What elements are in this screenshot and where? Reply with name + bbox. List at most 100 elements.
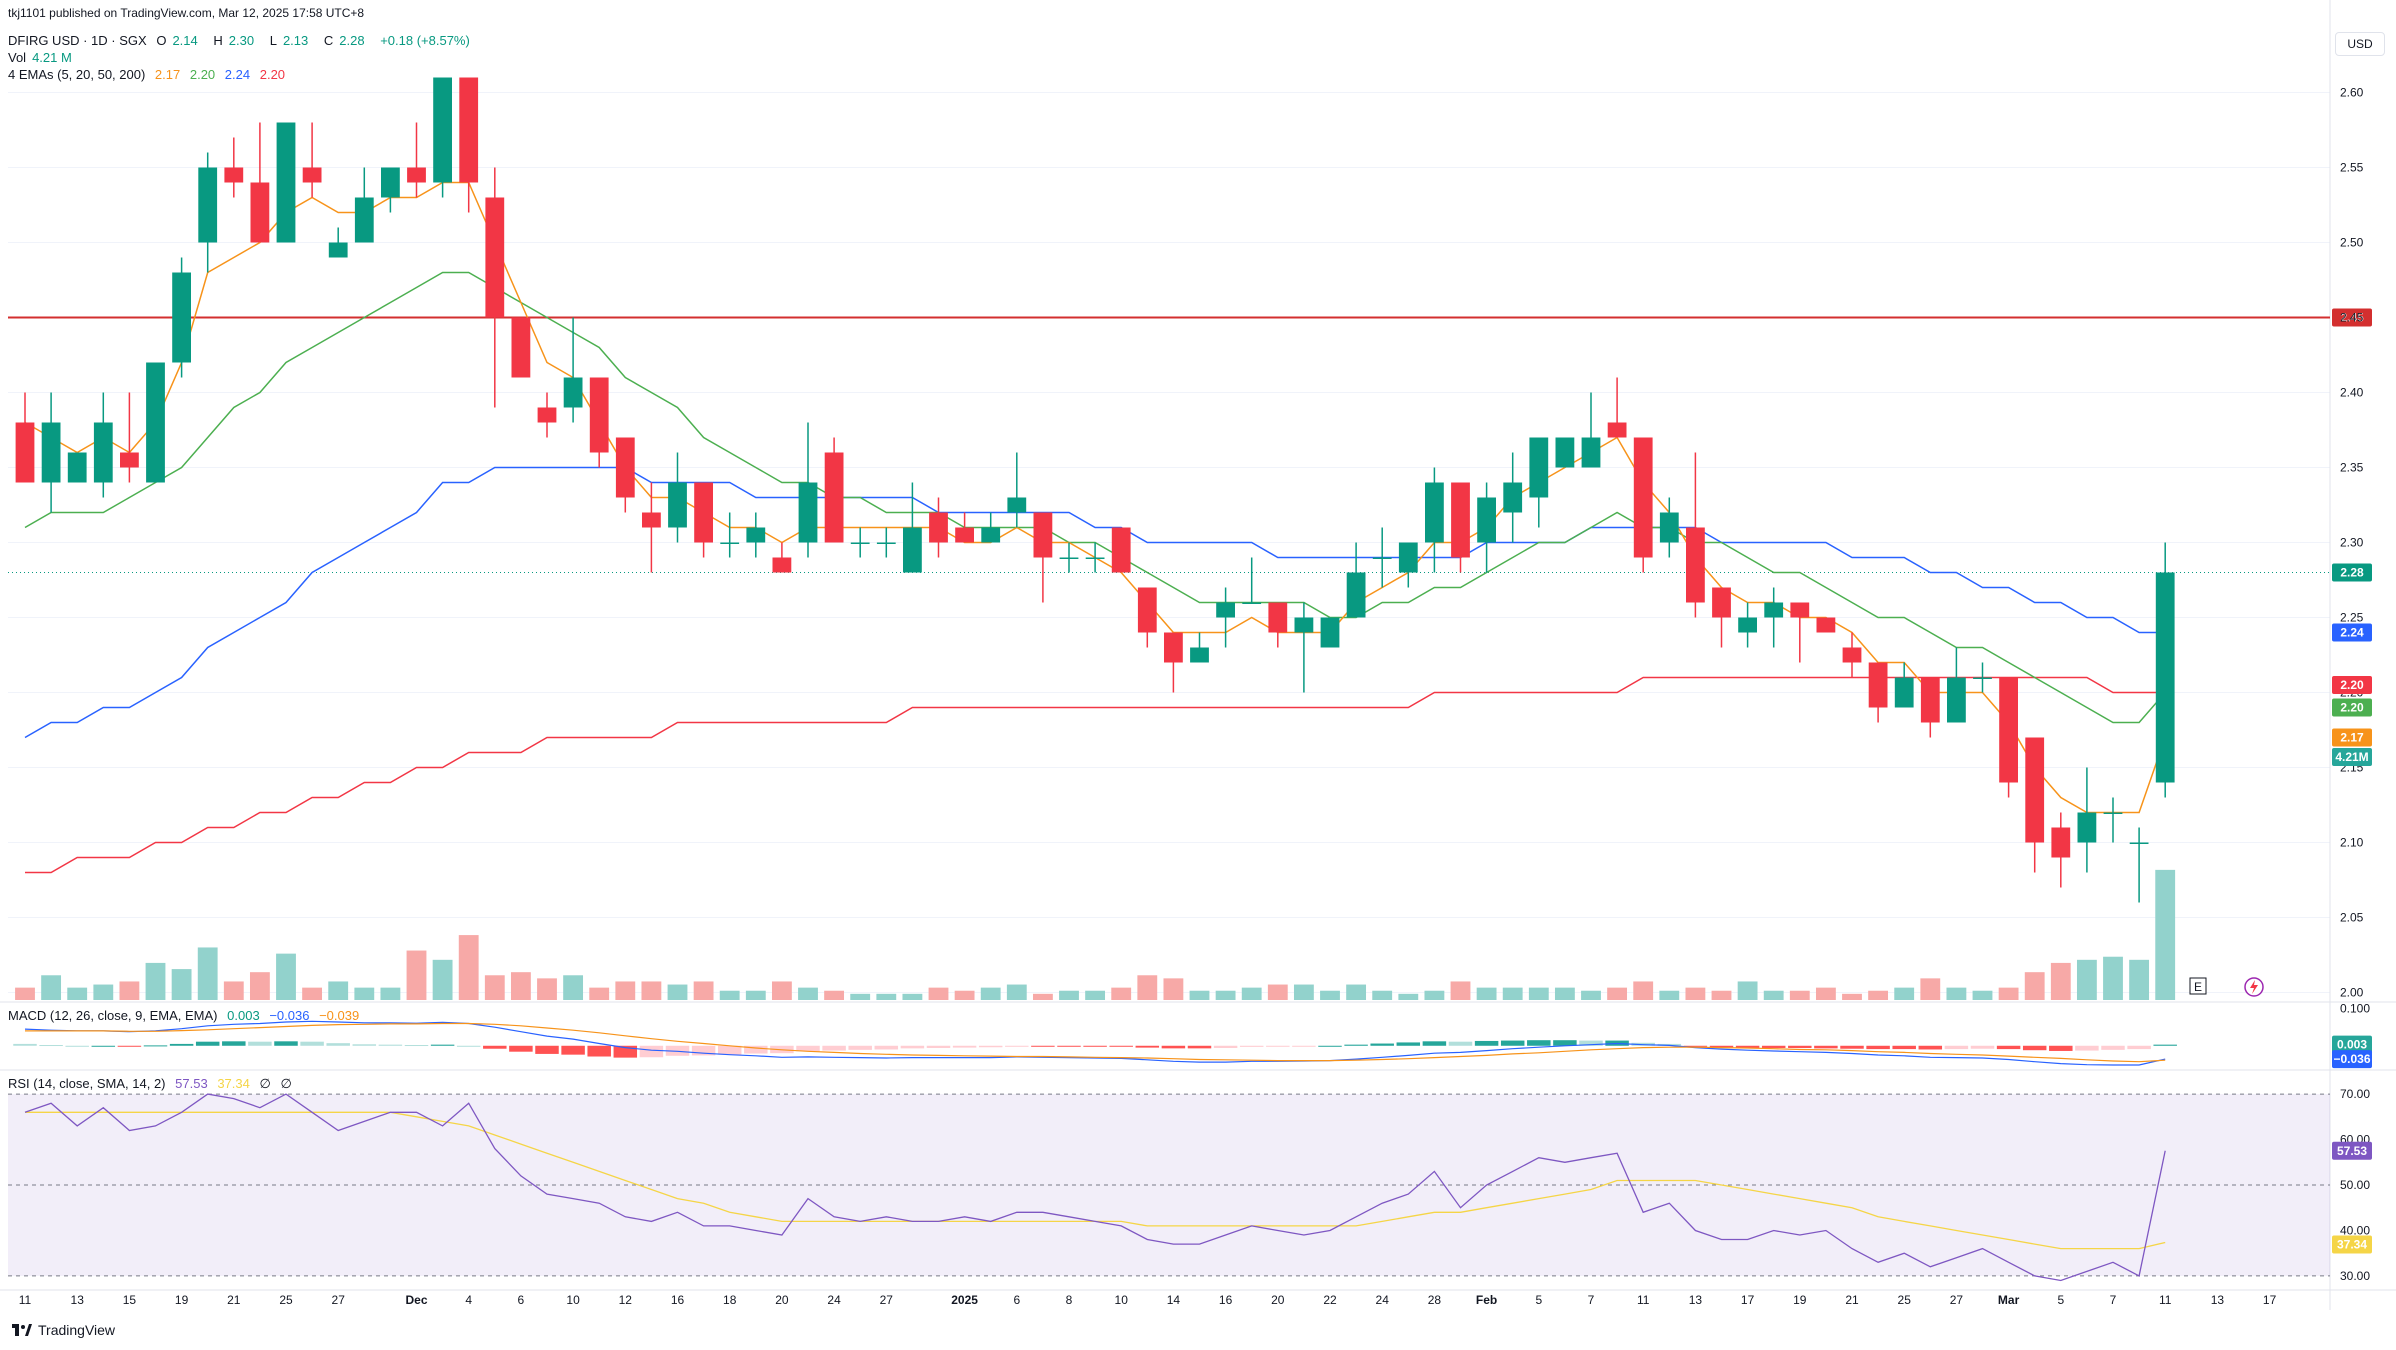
macd-histogram-bar bbox=[326, 1043, 350, 1046]
macd-histogram-bar bbox=[926, 1045, 951, 1048]
time-tick: Feb bbox=[1476, 1293, 1497, 1307]
volume-bar bbox=[641, 981, 662, 1000]
candle-body bbox=[1581, 437, 1601, 468]
volume-bar bbox=[2129, 959, 2150, 1000]
time-tick: 27 bbox=[1950, 1293, 1964, 1307]
volume-bar bbox=[1137, 975, 1158, 1000]
macd-value-badge-label: −0.036 bbox=[2333, 1052, 2370, 1066]
volume-bar bbox=[484, 975, 505, 1000]
volume-bar bbox=[1059, 990, 1079, 1000]
candle-body bbox=[1659, 512, 1679, 543]
ema20-badge-label: 2.20 bbox=[2340, 701, 2364, 715]
volume-bar bbox=[406, 950, 427, 1000]
earnings-marker[interactable] bbox=[2189, 977, 2207, 995]
candles[interactable] bbox=[15, 77, 2175, 903]
volume-bar bbox=[302, 987, 323, 1000]
rsi-label: RSI (14, close, SMA, 14, 2) bbox=[8, 1076, 166, 1091]
macd-histogram-bar bbox=[1318, 1045, 1342, 1047]
candle-body bbox=[1164, 632, 1183, 663]
macd-histogram-bar bbox=[613, 1045, 638, 1058]
volume-bar bbox=[980, 987, 1001, 1000]
volume-bar bbox=[1111, 987, 1132, 1000]
volume-bar bbox=[824, 990, 845, 1000]
macd-value-badge bbox=[2332, 1050, 2372, 1069]
candle-body bbox=[511, 317, 531, 378]
volume-bar bbox=[1711, 990, 1732, 1000]
volume-bar bbox=[1424, 990, 1445, 1000]
volume-bar bbox=[1267, 984, 1288, 1000]
price-grid bbox=[0, 0, 2396, 1310]
candle-body bbox=[407, 167, 426, 183]
tradingview-logo[interactable]: TradingView bbox=[12, 1322, 115, 1338]
volume-label: Vol bbox=[8, 50, 27, 65]
volume-bar bbox=[1528, 987, 1549, 1000]
volume-legend[interactable]: Vol 4.21 M bbox=[8, 50, 78, 65]
last-badge-label: 2.28 bbox=[2340, 566, 2364, 580]
time-tick: 6 bbox=[1013, 1293, 1020, 1307]
candle-body bbox=[1973, 677, 1992, 679]
time-tick: 12 bbox=[619, 1293, 633, 1307]
volume-bar bbox=[171, 969, 192, 1000]
volume-bar bbox=[1894, 987, 1915, 1000]
macd-histogram-bar bbox=[1344, 1044, 1368, 1046]
candle-body bbox=[720, 542, 740, 544]
candle-body bbox=[224, 167, 244, 183]
volume-bar bbox=[798, 987, 818, 1000]
volume-bar bbox=[1476, 987, 1497, 1000]
volume-bar bbox=[1554, 987, 1575, 1000]
volume-bar bbox=[1085, 990, 1106, 1000]
time-tick: 16 bbox=[1219, 1293, 1233, 1307]
time-axis[interactable]: 11 13 15 19 21 25 27 Dec 4 6 10 12 16 18 20 24 27 2025 6 8 1… bbox=[19, 1293, 2277, 1307]
macd-histogram-bar bbox=[300, 1041, 324, 1046]
macd-histogram-bar bbox=[1422, 1041, 1447, 1046]
tradingview-logo-icon bbox=[12, 1324, 32, 1336]
candle-body bbox=[2155, 572, 2175, 783]
volume-bar bbox=[249, 972, 270, 1000]
ema5-badge-label: 2.17 bbox=[2340, 731, 2364, 745]
price-tick: 2.30 bbox=[2340, 536, 2364, 550]
volume-badge bbox=[2332, 748, 2372, 766]
high-value: 2.30 bbox=[228, 33, 255, 48]
price-tick: 2.35 bbox=[2340, 461, 2364, 475]
candle-body bbox=[1398, 542, 1418, 573]
symbol-name[interactable]: DFIRG USD · 1D · SGX bbox=[8, 33, 147, 48]
ema50-value: 2.24 bbox=[224, 67, 251, 82]
volume-bar bbox=[615, 981, 636, 1000]
macd-pane bbox=[13, 1020, 2177, 1066]
ema200-badge-label: 2.20 bbox=[2340, 678, 2364, 692]
volume-bar bbox=[510, 972, 531, 1000]
ema20-value: 2.20 bbox=[189, 67, 216, 82]
volume-bar bbox=[1163, 978, 1184, 1000]
macd-histogram-bar bbox=[952, 1045, 977, 1048]
macd-histogram-bar bbox=[430, 1044, 455, 1046]
time-tick: 2025 bbox=[951, 1293, 978, 1307]
macd-histogram-bar bbox=[535, 1045, 559, 1054]
macd-histogram-bar bbox=[404, 1045, 429, 1047]
candle-body bbox=[2077, 812, 2097, 843]
macd-histogram-bar bbox=[378, 1044, 403, 1046]
candle-body bbox=[1764, 602, 1784, 618]
candle-body bbox=[1451, 482, 1470, 558]
ohlc-close: C 2.28 bbox=[324, 33, 371, 48]
volume-bar bbox=[954, 990, 975, 1000]
rsi-pane bbox=[8, 1093, 2330, 1282]
rsi-ma-badge bbox=[2332, 1235, 2372, 1254]
currency-selector[interactable]: USD bbox=[2335, 32, 2385, 56]
macd-histogram-bar bbox=[1031, 1045, 1055, 1047]
macd-histogram-bar bbox=[2101, 1045, 2125, 1050]
candle-body bbox=[1633, 437, 1653, 558]
macd-histogram-bar bbox=[1553, 1040, 1577, 1046]
volume-bar bbox=[223, 981, 244, 1000]
volume-bar bbox=[354, 987, 375, 1000]
macd-histogram-bar bbox=[65, 1045, 89, 1047]
macd-legend[interactable]: MACD (12, 26, close, 9, EMA, EMA) 0.003 … bbox=[8, 1008, 365, 1023]
horizontal-line-group[interactable]: 2.45 bbox=[8, 308, 2372, 327]
ema-legend[interactable]: 4 EMAs (5, 20, 50, 200) 2.17 2.20 2.24 2… bbox=[8, 67, 291, 82]
rsi-legend[interactable]: RSI (14, close, SMA, 14, 2) 57.53 37.34 … bbox=[8, 1076, 298, 1092]
volume-bar bbox=[1998, 987, 2019, 1000]
time-tick: 11 bbox=[1637, 1293, 1650, 1307]
macd-histogram-bar bbox=[691, 1045, 716, 1056]
rsi-tick: 70.00 bbox=[2340, 1087, 2370, 1101]
price-tick: 2.00 bbox=[2340, 986, 2364, 1000]
